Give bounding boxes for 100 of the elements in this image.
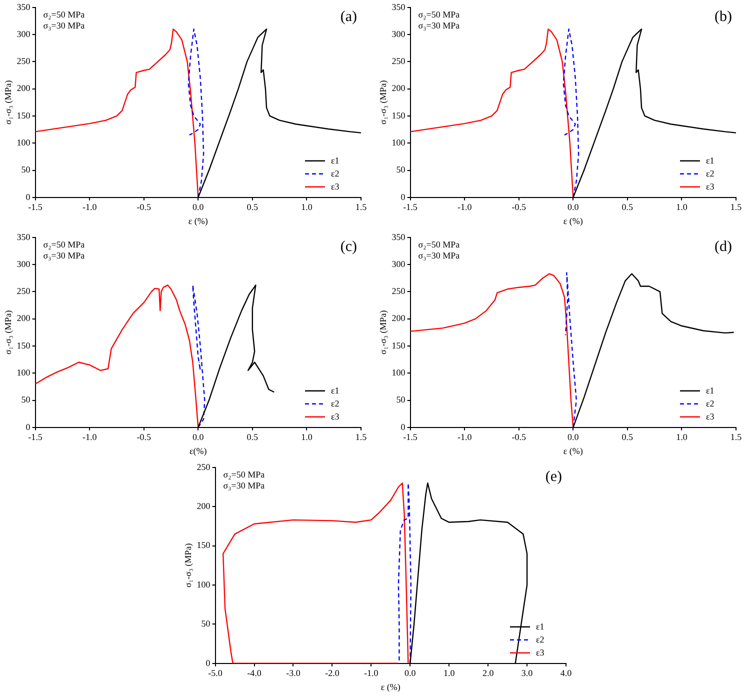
y-tick-label: 200 bbox=[16, 83, 31, 94]
chart-title: (e) bbox=[545, 468, 562, 485]
line-series bbox=[192, 284, 206, 428]
x-axis-title: ε(%) bbox=[190, 446, 207, 456]
y-tick-label: 250 bbox=[392, 56, 406, 66]
legend-label: ε3 bbox=[331, 411, 340, 422]
line-series bbox=[564, 272, 578, 428]
legend-label: ε2 bbox=[706, 168, 714, 178]
annotation: σ₃=30 MPa bbox=[418, 250, 460, 260]
y-axis-title: σ₁-σ₃ (MPa) bbox=[378, 80, 388, 125]
y-tick-label: 350 bbox=[16, 2, 31, 12]
x-tick-label: -0.5 bbox=[512, 432, 526, 442]
y-tick-label: 100 bbox=[16, 367, 31, 378]
chart-title: (b) bbox=[714, 8, 732, 25]
legend-label: ε2 bbox=[331, 168, 340, 178]
annotation: σ₃=30 MPa bbox=[223, 480, 265, 490]
chart-title: (a) bbox=[340, 8, 357, 25]
y-tick-label: 300 bbox=[392, 258, 406, 269]
y-tick-label: 0 bbox=[400, 422, 406, 432]
x-axis-title: ε (%) bbox=[188, 216, 208, 226]
x-axis-title: ε (%) bbox=[563, 216, 583, 226]
y-tick-label: 350 bbox=[16, 232, 31, 242]
x-tick-label: -1.0 bbox=[82, 432, 98, 442]
x-tick-label: 1.5 bbox=[355, 432, 368, 442]
line-series bbox=[562, 28, 580, 198]
y-tick-label: 50 bbox=[396, 394, 406, 405]
x-tick-label: -4.0 bbox=[247, 668, 262, 678]
y-tick-label: 50 bbox=[21, 394, 31, 405]
x-axis-title: ε (%) bbox=[563, 446, 583, 456]
x-tick-label: -0.5 bbox=[136, 432, 152, 442]
y-tick-label: 250 bbox=[196, 462, 211, 472]
y-tick-label: 150 bbox=[16, 340, 31, 350]
y-tick-label: 100 bbox=[16, 137, 31, 148]
legend-label: ε3 bbox=[706, 411, 715, 422]
y-tick-label: 350 bbox=[392, 232, 406, 242]
x-tick-label: 0.0 bbox=[568, 202, 580, 212]
y-tick-label: 200 bbox=[392, 313, 406, 324]
x-tick-label: 4.0 bbox=[560, 668, 572, 678]
x-tick-label: 0.0 bbox=[192, 432, 204, 442]
y-tick-label: 0 bbox=[400, 192, 406, 202]
y-tick-label: 200 bbox=[392, 83, 406, 94]
y-tick-label: 250 bbox=[16, 286, 31, 296]
line-series bbox=[188, 28, 204, 198]
y-tick-label: 300 bbox=[392, 28, 406, 39]
annotation: σ₃=30 MPa bbox=[418, 20, 460, 30]
y-axis-title: σ₁-σ₃ (MPa) bbox=[182, 543, 193, 588]
x-axis-title: ε (%) bbox=[380, 682, 400, 692]
legend-label: ε3 bbox=[536, 647, 545, 658]
x-tick-label: 1.0 bbox=[676, 432, 688, 442]
x-tick-label: -1.5 bbox=[28, 432, 43, 442]
y-axis-title: σ₁-σ₃ (MPa) bbox=[2, 310, 13, 355]
legend-label: ε3 bbox=[331, 181, 340, 192]
legend-label: ε1 bbox=[331, 155, 340, 166]
x-tick-label: 0.5 bbox=[622, 432, 634, 442]
x-tick-label: -1.5 bbox=[28, 202, 43, 212]
x-tick-label: -1.0 bbox=[457, 432, 472, 442]
x-tick-label: 0.0 bbox=[568, 432, 580, 442]
y-tick-label: 100 bbox=[392, 137, 406, 148]
y-tick-label: 300 bbox=[16, 258, 31, 269]
y-tick-label: 50 bbox=[396, 164, 406, 175]
x-tick-label: 3.0 bbox=[521, 668, 534, 678]
x-tick-label: -1.5 bbox=[403, 202, 418, 212]
y-tick-label: 150 bbox=[196, 540, 211, 550]
legend-label: ε1 bbox=[331, 385, 340, 396]
y-tick-label: 300 bbox=[16, 28, 31, 39]
y-tick-label: 200 bbox=[196, 500, 211, 511]
x-tick-label: -0.5 bbox=[512, 202, 526, 212]
x-tick-label: 0.5 bbox=[246, 202, 259, 212]
x-tick-label: -2.0 bbox=[325, 668, 340, 678]
x-tick-label: -1.5 bbox=[403, 432, 418, 442]
annotation: σ₂=50 MPa bbox=[418, 239, 460, 250]
y-tick-label: 200 bbox=[16, 313, 31, 324]
legend-label: ε2 bbox=[331, 398, 340, 408]
annotation: σ₂=50 MPa bbox=[43, 239, 85, 250]
y-tick-label: 250 bbox=[392, 286, 406, 296]
y-tick-label: 150 bbox=[392, 110, 406, 120]
y-tick-label: 100 bbox=[392, 367, 406, 378]
x-tick-label: -1.0 bbox=[364, 668, 379, 678]
x-tick-label: 0.0 bbox=[192, 202, 204, 212]
x-tick-label: 1.0 bbox=[443, 668, 456, 678]
x-tick-label: 2.0 bbox=[482, 668, 494, 678]
y-tick-label: 0 bbox=[26, 192, 31, 202]
x-tick-label: 1.0 bbox=[301, 202, 313, 212]
line-series bbox=[398, 482, 412, 664]
chart-title: (c) bbox=[340, 238, 357, 255]
y-tick-label: 100 bbox=[196, 579, 211, 590]
x-tick-label: -0.5 bbox=[136, 202, 152, 212]
annotation: σ₃=30 MPa bbox=[43, 250, 85, 260]
x-tick-label: 1.0 bbox=[301, 432, 313, 442]
x-tick-label: 0.0 bbox=[404, 668, 416, 678]
x-tick-label: -1.0 bbox=[457, 202, 472, 212]
x-tick-label: 1.0 bbox=[676, 202, 688, 212]
y-tick-label: 50 bbox=[21, 164, 31, 175]
x-tick-label: -5.0 bbox=[208, 668, 223, 678]
y-axis-title: σ₁-σ₃ (MPa) bbox=[2, 80, 13, 125]
legend-label: ε3 bbox=[706, 181, 715, 192]
legend-label: ε1 bbox=[706, 385, 714, 396]
legend-label: ε2 bbox=[706, 398, 714, 408]
y-tick-label: 0 bbox=[206, 658, 211, 668]
annotation: σ₃=30 MPa bbox=[43, 20, 85, 30]
